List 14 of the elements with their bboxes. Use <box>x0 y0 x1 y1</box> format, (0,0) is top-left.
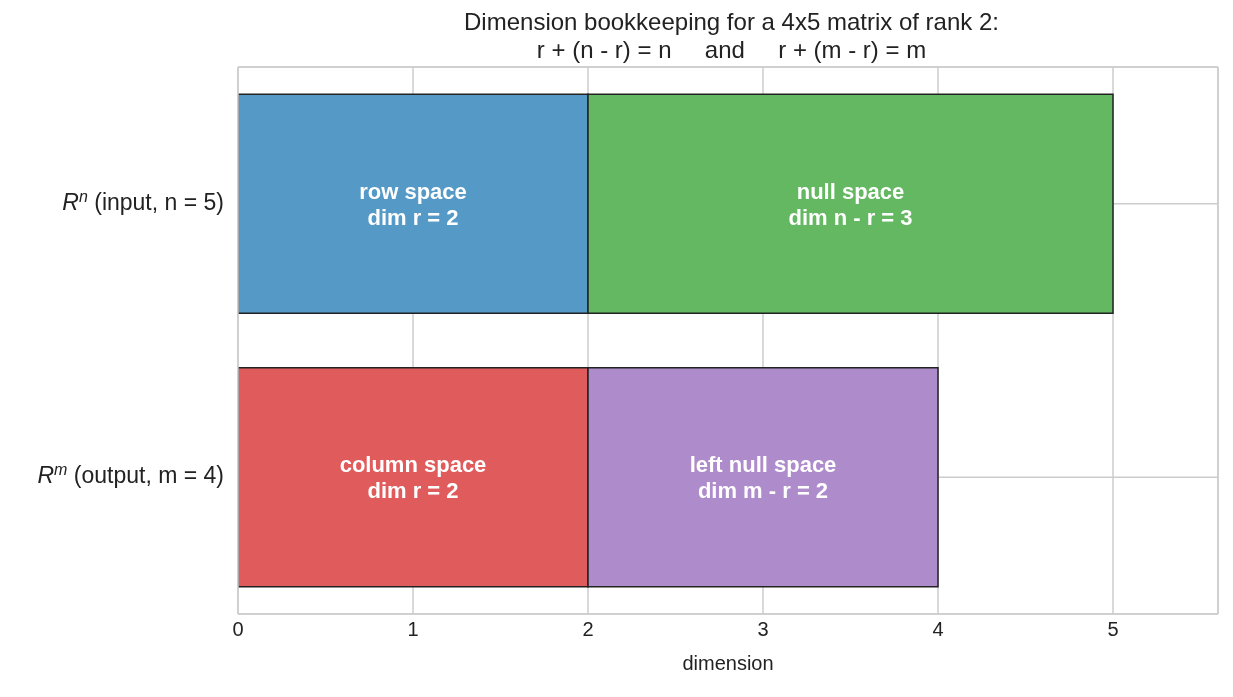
x-tick-label: 0 <box>232 618 244 641</box>
y-tick-label: R$^{n}$ (input, n = 5) <box>62 187 224 215</box>
x-tick-label: 1 <box>407 618 419 641</box>
x-tick-label: 5 <box>1107 618 1119 641</box>
x-tick-label: 4 <box>932 618 944 641</box>
data-label: left null space dim m - r = 2 <box>689 452 837 504</box>
y-tick-label: R$^{m}$ (output, m = 4) <box>37 460 224 489</box>
data-label: row space dim r = 2 <box>359 178 467 230</box>
data-label: null space dim n - r = 3 <box>788 178 913 230</box>
chart-title: Dimension bookkeeping for a 4x5 matrix of rank 2: r + (n - r) = n and r + (m - r) = m <box>463 8 1000 64</box>
x-tick-label: 2 <box>582 618 594 641</box>
x-tick-label: 3 <box>757 618 769 641</box>
x-axis-title: dimension <box>682 652 774 674</box>
data-label: column space dim r = 2 <box>339 452 487 504</box>
